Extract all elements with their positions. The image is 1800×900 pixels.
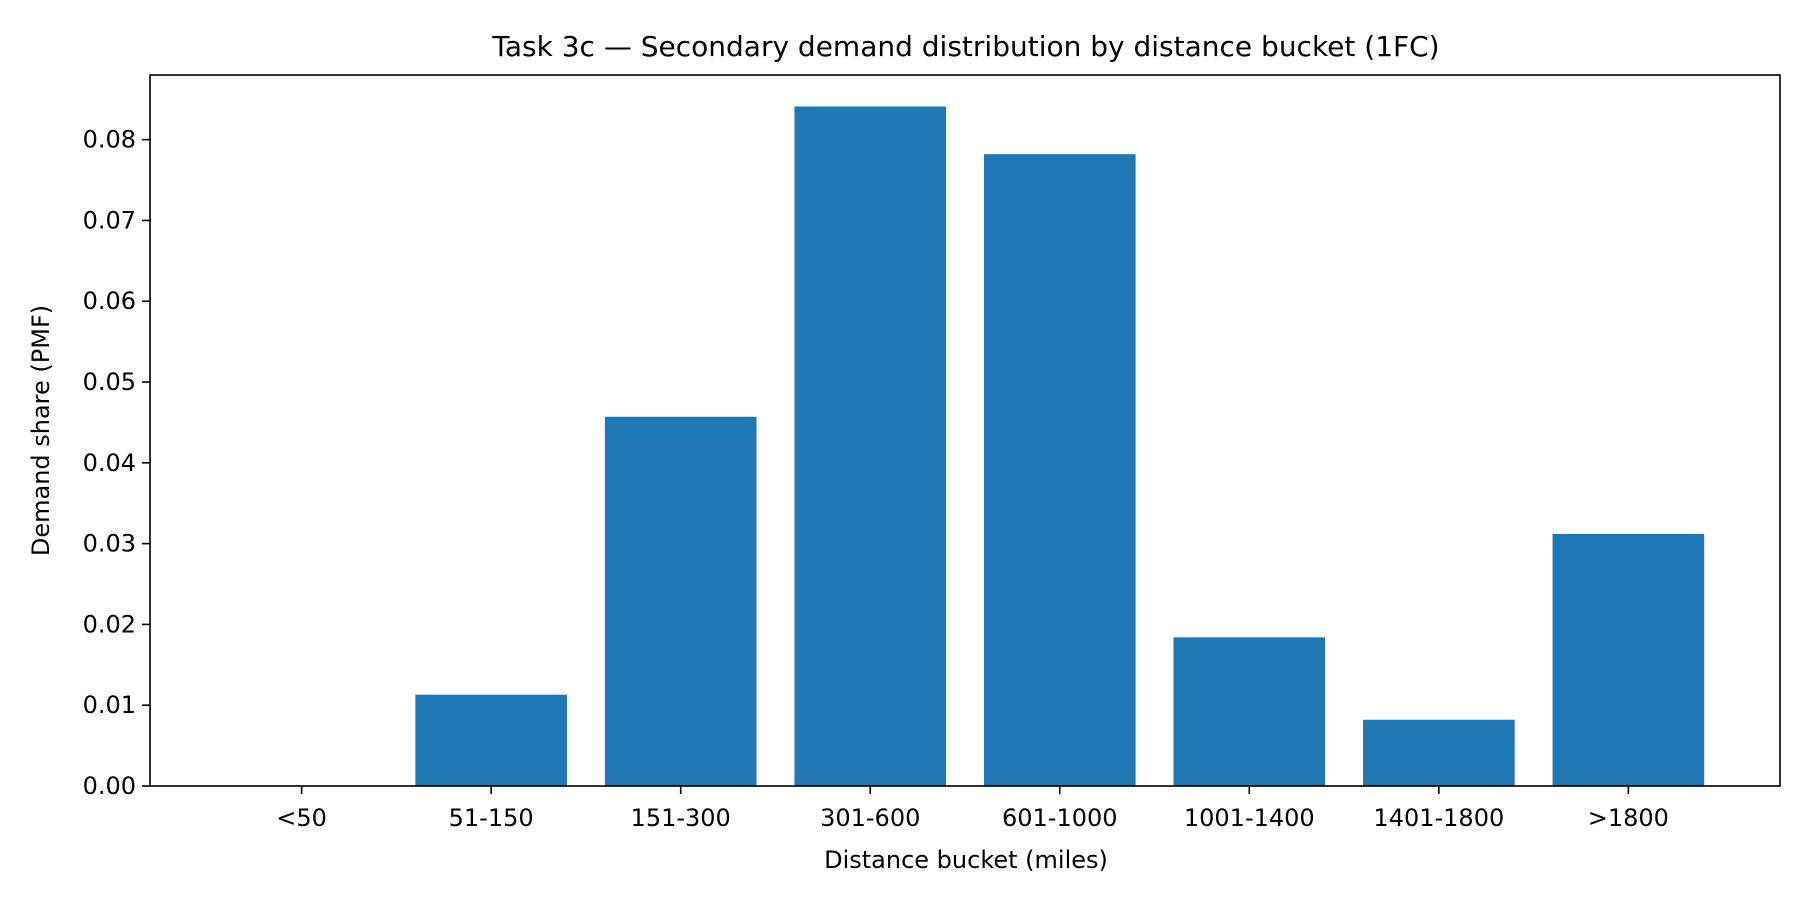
y-tick-label: 0.06	[83, 287, 136, 315]
y-tick-label: 0.04	[83, 449, 136, 477]
bar-2	[604, 416, 757, 786]
chart-title: Task 3c — Secondary demand distribution …	[491, 30, 1439, 63]
x-tick-label: >1800	[1588, 804, 1669, 832]
bar-1	[415, 694, 567, 786]
y-axis-ticks: 0.00 0.01 0.02 0.03 0.04 0.05 0.06 0.07 0.08	[83, 126, 150, 800]
plot-area-frame	[149, 74, 1781, 787]
x-tick-label: 1001-1400	[1184, 804, 1315, 832]
x-tick-label: 51-150	[449, 804, 534, 832]
x-axis-ticks: <50 51-150 151-300 301-600 601-1000 1001-1400…	[276, 786, 1669, 832]
bar-6	[1363, 719, 1515, 786]
x-tick-label: 601-1000	[1002, 804, 1118, 832]
y-tick-label: 0.07	[83, 206, 136, 234]
y-tick-label: 0.05	[83, 368, 136, 396]
x-tick-label: 151-300	[631, 804, 731, 832]
bars-group	[415, 106, 1705, 786]
y-tick-label: 0.01	[83, 691, 136, 719]
x-axis-label: Distance bucket (miles)	[824, 846, 1108, 874]
y-tick-label: 0.00	[83, 772, 136, 800]
y-tick-label: 0.03	[83, 530, 136, 558]
bar-3	[794, 106, 947, 786]
x-tick-label: <50	[276, 804, 327, 832]
x-tick-label: 1401-1800	[1373, 804, 1504, 832]
y-tick-label: 0.08	[83, 126, 136, 154]
bar-5	[1173, 637, 1326, 786]
bar-7	[1552, 533, 1705, 786]
y-axis-label: Demand share (PMF)	[27, 305, 55, 556]
y-tick-label: 0.02	[83, 610, 136, 638]
x-tick-label: 301-600	[820, 804, 920, 832]
bar-4	[983, 154, 1136, 786]
